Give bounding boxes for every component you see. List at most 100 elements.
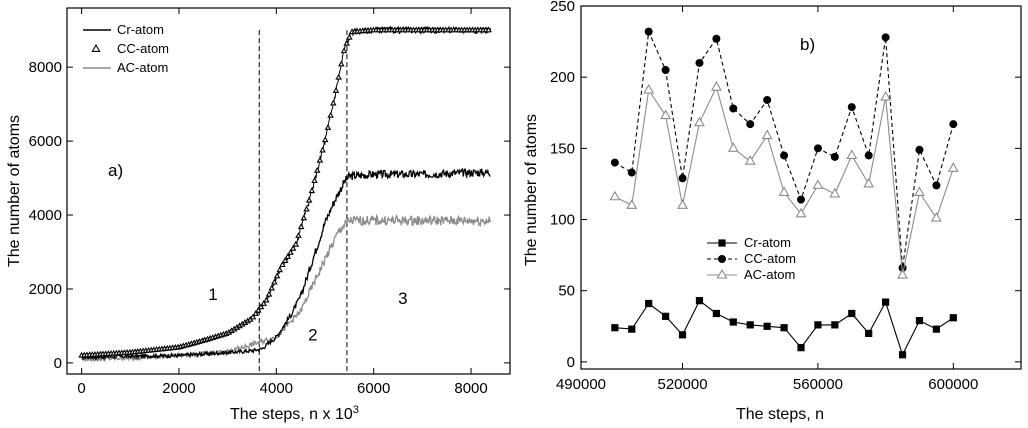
cc-atompoint (813, 144, 822, 153)
ac-atompoint (660, 109, 672, 120)
cc-atom-point (485, 26, 492, 33)
cc-atom-point (276, 266, 284, 273)
cr-atompoint (949, 314, 957, 322)
cc-atompoint (864, 151, 873, 160)
chart-b-axes: 490000 520000 560000 600000 0 50 100 150 200 250 (550, 0, 1021, 393)
cc-atom-point (332, 86, 340, 93)
cc-atom-point (284, 253, 292, 259)
cc-atom-point (271, 278, 278, 285)
cr-atompoint (780, 324, 788, 332)
cr-atompoint (898, 351, 907, 359)
cc-atom-point (279, 261, 286, 268)
x-tick-label: 560000 (793, 376, 843, 393)
cc-atom-point (287, 249, 294, 255)
ac-atompoint (846, 149, 858, 160)
region-label: 1 (208, 285, 217, 304)
cc-atom-point (263, 296, 270, 303)
chart-a-axes: 0 2000 4000 6000 8000 0 2000 4000 6000 8000 (29, 8, 510, 397)
cc-atom-point (340, 47, 348, 54)
cr-atompoint (882, 298, 890, 306)
y-tick-label: 0 (54, 355, 62, 372)
chart-a-ylabel: The number of atoms (6, 115, 23, 267)
ac-atompoint (880, 90, 892, 101)
cc-atompoint (932, 181, 941, 190)
cc-atompoint (797, 195, 805, 204)
cc-atom-point (252, 310, 259, 317)
region-label: 2 (308, 326, 317, 345)
cc-atom-point (297, 223, 305, 230)
x-tick-label: 6000 (357, 380, 390, 397)
cr-atompoint (932, 325, 940, 333)
ac-atompoint (947, 162, 959, 172)
cc-atom-point (327, 111, 334, 118)
cr-atompoint (678, 331, 687, 339)
cc-atom-point (265, 290, 273, 297)
cc-atom-point (313, 166, 321, 173)
legend-marker (716, 268, 728, 279)
cc-atom-point (292, 240, 300, 247)
y-tick-label: 100 (550, 212, 575, 229)
cc-atompoint (610, 158, 619, 167)
cc-atompoint (729, 104, 738, 113)
legend-marker (718, 255, 726, 263)
ac-atompoint (761, 129, 773, 140)
x-tick-label: 520000 (658, 376, 708, 393)
cc-atompoint (644, 27, 653, 36)
cr-atompoint (746, 321, 754, 329)
region-label: 3 (398, 289, 407, 308)
cc-atom-point (330, 99, 337, 106)
ac-atompoint (643, 83, 655, 94)
cr-atompoint (611, 324, 619, 332)
ac-atompoint (863, 177, 875, 188)
cc-atom-point (303, 205, 310, 212)
cc-atompoint (712, 34, 721, 43)
chart-b-marks (609, 27, 959, 359)
y-tick-label: 2000 (29, 281, 62, 298)
cc-atom-point (346, 33, 353, 40)
cr-atompoint (645, 299, 653, 308)
cc-atompoint (949, 120, 958, 129)
x-tick-label: 8000 (454, 380, 487, 397)
cc-atom-point (268, 284, 275, 291)
y-tick-label: 6000 (29, 133, 62, 150)
cr-atompoint (662, 312, 670, 320)
cc-atom-point (249, 313, 257, 320)
x-tick-label: 490000 (556, 376, 606, 393)
cr-atompoint (712, 309, 720, 318)
cr-atompoint (915, 317, 924, 325)
y-tick-label: 8000 (29, 59, 62, 76)
ac-atompoint (778, 186, 790, 197)
ac-atompoint (744, 155, 756, 165)
legend-entry: CC-atom (117, 41, 169, 56)
cc-atom-point (255, 306, 262, 313)
x-tick-label: 0 (77, 380, 85, 397)
cc-atompoint (763, 95, 772, 104)
chart-a-xlabel: The steps, n x 103 (230, 404, 359, 423)
cc-atom-point (289, 244, 297, 251)
cc-atom-point (335, 73, 342, 80)
cc-atompoint (847, 103, 856, 112)
cc-atom-point (308, 187, 316, 194)
y-tick-label: 250 (550, 0, 575, 15)
cr-atompoint (848, 309, 856, 318)
ac-atompoint (694, 116, 705, 127)
ac-atompoint (626, 199, 638, 209)
ac-atompoint (677, 199, 688, 209)
legend-marker (91, 43, 101, 52)
cc-atompoint (881, 33, 890, 42)
chart-b: 490000 520000 560000 600000050100150200250 … (523, 0, 1022, 423)
series-line-cc-atom (81, 25, 491, 358)
y-tick-label: 0 (567, 354, 575, 371)
cc-atompoint (695, 58, 704, 67)
ac-atompoint (609, 190, 621, 201)
cc-atom-point (273, 272, 281, 279)
series-line-cc-atom (614, 29, 954, 268)
legend-entry: Cr-atom (117, 22, 164, 37)
chart-b-ylabel: The number of atoms (523, 114, 540, 266)
legend-entry: CC-atom (744, 251, 796, 266)
cr-atompoint (628, 325, 636, 333)
cc-atompoint (830, 152, 839, 161)
ac-atompoint (812, 179, 824, 189)
cc-atom-point (316, 156, 324, 163)
